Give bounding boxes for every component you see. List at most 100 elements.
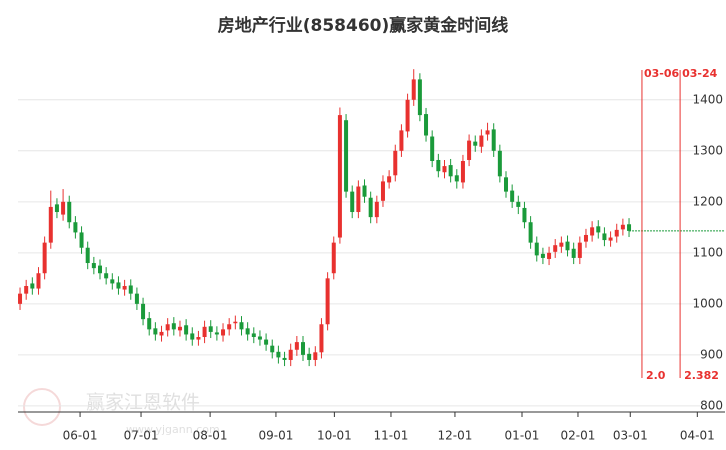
candle-body bbox=[61, 201, 66, 215]
candle-body bbox=[227, 324, 232, 330]
candle-body bbox=[276, 351, 281, 358]
candle-body bbox=[98, 265, 103, 274]
candle-body bbox=[104, 273, 109, 279]
time-line-bottom: 2.382 bbox=[684, 369, 719, 382]
candle-body bbox=[122, 285, 127, 290]
y-tick-label: 1200 bbox=[692, 194, 723, 208]
candle-body bbox=[608, 237, 613, 241]
candle-body bbox=[202, 326, 207, 338]
candle-body bbox=[368, 197, 373, 218]
candle-body bbox=[583, 234, 588, 242]
candle-body bbox=[282, 357, 287, 360]
candle-body bbox=[596, 226, 601, 233]
candle-body bbox=[405, 99, 410, 132]
candle-body bbox=[91, 263, 96, 269]
candle-body bbox=[18, 293, 23, 304]
candle-body bbox=[411, 79, 416, 100]
candle-body bbox=[110, 279, 115, 284]
candle-body bbox=[73, 222, 78, 233]
chart-title: 房地产行业(858460)赢家黄金时间线 bbox=[218, 15, 509, 36]
candle-body bbox=[553, 245, 558, 252]
x-tick-label: 08-01 bbox=[193, 429, 228, 443]
x-tick-label: 02-01 bbox=[561, 429, 596, 443]
candle-body bbox=[522, 207, 527, 223]
candle-body bbox=[264, 339, 269, 345]
candle-body bbox=[294, 342, 299, 350]
candle-body bbox=[141, 303, 146, 320]
y-tick-label: 800 bbox=[700, 398, 723, 412]
candle-body bbox=[399, 130, 404, 151]
candle-body bbox=[528, 222, 533, 243]
candle-body bbox=[627, 224, 632, 231]
candle-body bbox=[79, 232, 84, 248]
candle-body bbox=[67, 201, 72, 223]
time-line-bottom: 2.0 bbox=[646, 369, 666, 382]
x-tick-label: 03-01 bbox=[613, 429, 648, 443]
candle-body bbox=[442, 166, 447, 173]
candle-body bbox=[565, 241, 570, 251]
candle-body bbox=[547, 252, 552, 259]
candle-body bbox=[196, 337, 201, 340]
candle-body bbox=[516, 201, 521, 207]
candle-body bbox=[30, 283, 35, 289]
candle-body bbox=[42, 242, 47, 274]
candle-body bbox=[128, 285, 133, 294]
candle-body bbox=[48, 206, 53, 243]
candle-body bbox=[325, 278, 330, 325]
candle-body bbox=[454, 175, 459, 182]
candle-body bbox=[171, 323, 176, 330]
candle-body bbox=[221, 329, 226, 336]
candle-body bbox=[491, 129, 496, 151]
candle-body bbox=[534, 242, 539, 256]
candle-body bbox=[159, 331, 164, 336]
candle-body bbox=[147, 318, 152, 330]
y-tick-label: 1400 bbox=[692, 92, 723, 106]
candle-body bbox=[313, 352, 318, 360]
candle-body bbox=[485, 130, 490, 135]
watermark-url: www.yjgann.com bbox=[126, 423, 220, 436]
watermark-logo bbox=[23, 388, 61, 426]
x-tick-label: 01-01 bbox=[505, 429, 540, 443]
candle-body bbox=[301, 342, 306, 355]
candle-body bbox=[190, 333, 195, 340]
candle-body bbox=[430, 136, 435, 162]
candle-body bbox=[184, 325, 189, 335]
candle-body bbox=[460, 161, 465, 183]
candle-body bbox=[614, 229, 619, 237]
candle-body bbox=[504, 177, 509, 192]
y-tick-label: 1100 bbox=[692, 245, 723, 259]
candle-body bbox=[85, 247, 90, 264]
candle-body bbox=[344, 120, 349, 192]
x-tick-label: 04-01 bbox=[680, 429, 715, 443]
candle-body bbox=[393, 150, 398, 176]
candle-body bbox=[208, 326, 213, 332]
candle-body bbox=[307, 353, 312, 360]
candle-body bbox=[24, 285, 29, 294]
candle-body bbox=[245, 328, 250, 335]
candle-body bbox=[577, 242, 582, 258]
candle-body bbox=[54, 204, 59, 213]
candle-body bbox=[417, 79, 422, 116]
candle-body bbox=[473, 141, 478, 146]
y-tick-label: 1300 bbox=[692, 143, 723, 157]
x-tick-label: 11-01 bbox=[374, 429, 409, 443]
candle-body bbox=[337, 115, 342, 238]
time-line-top: 03-24 bbox=[682, 67, 718, 80]
candle-body bbox=[36, 273, 41, 289]
candle-body bbox=[331, 242, 336, 274]
candle-body bbox=[288, 349, 293, 360]
candle-body bbox=[319, 324, 324, 353]
y-tick-label: 900 bbox=[700, 347, 723, 361]
x-tick-label: 10-01 bbox=[317, 429, 352, 443]
candle-body bbox=[540, 253, 545, 258]
x-tick-label: 06-01 bbox=[63, 429, 98, 443]
candle-body bbox=[214, 332, 219, 335]
candle-body bbox=[257, 336, 262, 340]
candle-body bbox=[602, 233, 607, 241]
candle-body bbox=[233, 321, 238, 324]
candle-body bbox=[165, 324, 170, 331]
candle-body bbox=[239, 322, 244, 330]
candle-body bbox=[362, 185, 367, 197]
candle-body bbox=[510, 190, 515, 202]
candle-body bbox=[270, 345, 275, 353]
